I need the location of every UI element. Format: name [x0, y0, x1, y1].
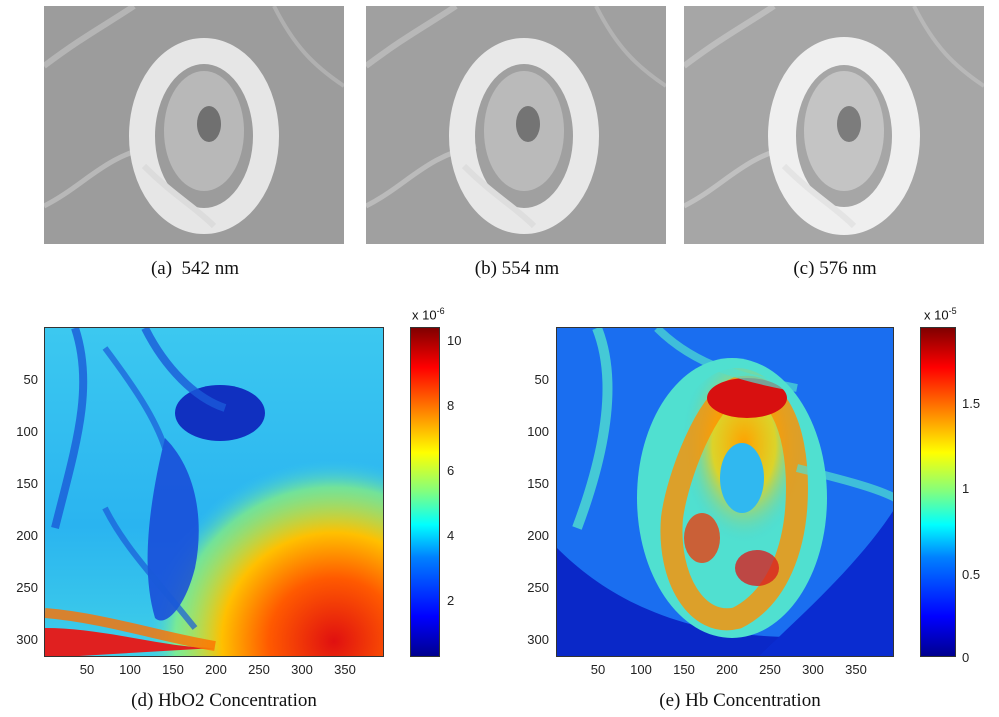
hbo2-colorbar-exponent: x 10-6: [412, 306, 445, 323]
hb-ytick: 300: [527, 632, 549, 647]
hbo2-ytick: 250: [16, 580, 38, 595]
image-554nm: [366, 6, 666, 244]
hbo2-xtick: 250: [248, 662, 270, 677]
image-576nm: [684, 6, 984, 244]
hbo2-colorbar-tick: 8: [447, 398, 455, 413]
hb-colorbar-tick: 0.5: [962, 567, 981, 582]
hb-xtick: 300: [802, 662, 824, 677]
hb-colorbar-tick: 1: [962, 481, 970, 496]
hbo2-ytick: 300: [16, 632, 38, 647]
hbo2-colorbar-tick: 6: [447, 463, 455, 478]
hb-heatmap: [556, 327, 894, 657]
hbo2-xtick: 350: [334, 662, 356, 677]
hb-ytick: 100: [527, 424, 549, 439]
hbo2-colorbar-tick: 10: [447, 333, 462, 348]
hbo2-colorbar-tick: 2: [447, 593, 455, 608]
hbo2-colorbar: [410, 327, 440, 657]
hbo2-colorbar-tick: 4: [447, 528, 455, 543]
caption-576nm: (c) 576 nm: [793, 258, 877, 279]
hb-ytick: 50: [534, 372, 549, 387]
hb-xtick: 200: [716, 662, 738, 677]
image-542nm: [44, 6, 344, 244]
hb-colorbar-exponent: x 10-5: [924, 306, 957, 323]
hbo2-xtick: 150: [162, 662, 184, 677]
hb-colorbar-tick: 1.5: [962, 396, 981, 411]
caption-542nm: (a) 542 nm: [150, 258, 240, 279]
hb-ytick: 250: [527, 580, 549, 595]
caption-hb: (e) Hb Concentration: [659, 690, 821, 711]
hbo2-xtick: 300: [291, 662, 313, 677]
hb-ytick: 150: [527, 476, 549, 491]
hbo2-heatmap: [44, 327, 384, 657]
hb-xtick: 350: [845, 662, 867, 677]
caption-554nm: (b) 554 nm: [474, 258, 560, 279]
hbo2-ytick: 50: [23, 372, 38, 387]
hb-xtick: 50: [590, 662, 606, 677]
hb-xtick: 250: [759, 662, 781, 677]
hbo2-xtick: 100: [119, 662, 141, 677]
hb-xtick: 150: [673, 662, 695, 677]
hb-xtick: 100: [630, 662, 652, 677]
hbo2-ytick: 100: [16, 424, 38, 439]
hbo2-xtick: 200: [205, 662, 227, 677]
hb-colorbar: [920, 327, 956, 657]
hbo2-ytick: 150: [16, 476, 38, 491]
caption-hbo2: (d) HbO2 Concentration: [131, 690, 317, 711]
hb-ytick: 200: [527, 528, 549, 543]
hb-colorbar-tick: 0: [962, 650, 970, 665]
hbo2-ytick: 200: [16, 528, 38, 543]
hbo2-xtick: 50: [79, 662, 95, 677]
